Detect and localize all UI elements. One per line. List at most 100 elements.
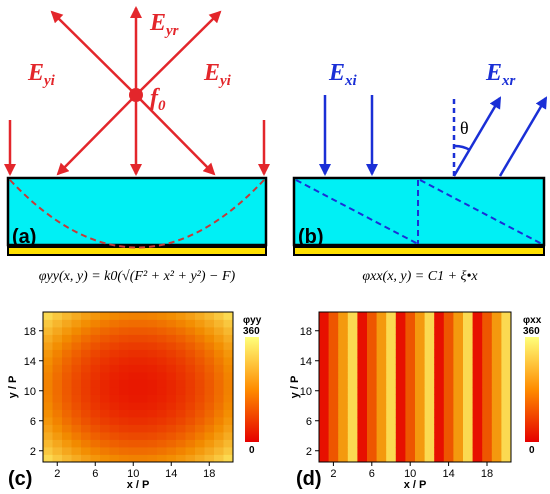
heatmap-d-cell: [347, 312, 358, 320]
heatmap-c-cell: [119, 447, 129, 455]
heatmap-c-cell: [214, 447, 224, 455]
heatmap-d-cell: [482, 439, 493, 448]
heatmap-d-cell: [357, 394, 368, 403]
heatmap-d-cell: [357, 372, 368, 380]
heatmap-d-cell: [472, 454, 483, 463]
panel-c-tag: (c): [8, 468, 32, 490]
heatmap-d-cell: [472, 447, 483, 455]
heatmap-d-cell: [463, 364, 473, 373]
heatmap-d-xtick-label: 18: [481, 468, 493, 480]
heatmap-c-cell: [71, 312, 82, 320]
heatmap-c-cell: [204, 312, 215, 320]
heatmap-d-cell: [415, 394, 425, 403]
heatmap-d-cell: [434, 342, 445, 350]
heatmap-d-cell: [424, 334, 435, 343]
heatmap-c-cell: [157, 357, 167, 365]
heatmap-d-cell: [405, 312, 416, 320]
heatmap-d-cell: [395, 312, 406, 320]
heatmap-d-cell: [338, 432, 349, 440]
heatmap-d-cell: [424, 342, 435, 350]
heatmap-c-cell: [138, 312, 148, 320]
heatmap-c-cell: [166, 334, 177, 343]
heatmap-d-cell: [501, 334, 512, 343]
heatmap-c-cell: [90, 432, 101, 440]
heatmap-d-cell: [367, 394, 377, 403]
heatmap-d-cell: [463, 387, 473, 395]
heatmap-c-cell: [166, 349, 177, 358]
heatmap-d-cell: [443, 312, 454, 320]
heatmap-d-cell: [367, 357, 377, 365]
heatmap-c-cell: [204, 402, 215, 410]
heatmap-c-cell: [71, 417, 82, 425]
heatmap-c-cell: [166, 379, 177, 388]
heatmap-d-cell: [376, 402, 387, 410]
heatmap-d-cell: [501, 379, 512, 388]
heatmap-d-cell: [376, 409, 387, 418]
heatmap-c-cell: [195, 454, 205, 463]
heatmap-c-cell: [109, 319, 120, 328]
panel-a-arrows: [4, 6, 270, 176]
heatmap-c-cell: [147, 387, 158, 395]
heatmap-d-cell: [386, 327, 397, 335]
heatmap-c-cell: [157, 409, 167, 418]
heatmap-c-cell: [90, 312, 101, 320]
heatmap-c-cell: [62, 372, 72, 380]
heatmap-d-cell: [367, 342, 377, 350]
heatmap-c-cell: [71, 349, 82, 358]
heatmap-d-cell: [491, 364, 502, 373]
heatmap-d-cell: [453, 447, 464, 455]
heatmap-c-cell: [62, 447, 72, 455]
heatmap-c-cell: [128, 387, 139, 395]
heatmap-d-xtick-label: 14: [442, 468, 454, 480]
heatmap-c-cells: [43, 312, 234, 463]
panel-b: Exi Exr θ (b) φxx(x, y) = C1 + ξ•x: [292, 60, 548, 284]
heatmap-c-cell: [138, 357, 148, 365]
heatmap-d-cell: [357, 432, 368, 440]
heatmap-d-cell: [357, 387, 368, 395]
converging-arrow-right: [135, 94, 216, 176]
reflected-arrow-2: [498, 96, 548, 177]
heatmap-c-cell: [157, 447, 167, 455]
heatmap-c-cell: [176, 349, 186, 358]
heatmap-d-cell: [501, 342, 512, 350]
heatmap-d-cell: [319, 447, 329, 455]
heatmap-d-cell: [463, 312, 473, 320]
heatmap-d-cell: [415, 342, 425, 350]
heatmap-d-cell: [482, 394, 493, 403]
heatmap-d-cell: [347, 349, 358, 358]
heatmap-d-cell: [376, 334, 387, 343]
heatmap-d-cell: [338, 364, 349, 373]
heatmap-d-cell: [367, 439, 377, 448]
heatmap-d-cell: [338, 454, 349, 463]
heatmap-c-cell: [100, 439, 110, 448]
heatmap-d-cell: [405, 342, 416, 350]
heatmap-d-cell: [453, 402, 464, 410]
heatmap-d-cell: [482, 334, 493, 343]
heatmap-d-cell: [434, 379, 445, 388]
heatmap-c-cell: [185, 394, 196, 403]
heatmap-c-cell: [214, 312, 224, 320]
heatmap-d-cell: [376, 327, 387, 335]
heatmap-d-cell: [482, 447, 493, 455]
heatmap-c-cell: [214, 334, 224, 343]
heatmap-d-cell: [328, 402, 339, 410]
heatmap-c-cell: [204, 432, 215, 440]
heatmap-c-cell: [128, 349, 139, 358]
heatmap-d-cell: [395, 327, 406, 335]
heatmap-c-cell: [81, 387, 91, 395]
heatmap-d-cell: [453, 439, 464, 448]
heatmap-d-cell: [434, 349, 445, 358]
heatmap-c-cell: [62, 334, 72, 343]
heatmap-c-cell: [147, 349, 158, 358]
heatmap-d-cell: [367, 432, 377, 440]
heatmap-c-cell: [109, 439, 120, 448]
heatmap-d-ytick-label: 18: [300, 326, 312, 338]
heatmap-c-cell: [52, 312, 63, 320]
heatmap-c-cell: [119, 342, 129, 350]
heatmap-c-cell: [185, 432, 196, 440]
heatmap-c-cell: [195, 432, 205, 440]
heatmap-c-cell: [147, 327, 158, 335]
heatmap-c-cell: [166, 439, 177, 448]
heatmap-c-cell: [90, 417, 101, 425]
heatmap-c-cell: [138, 379, 148, 388]
